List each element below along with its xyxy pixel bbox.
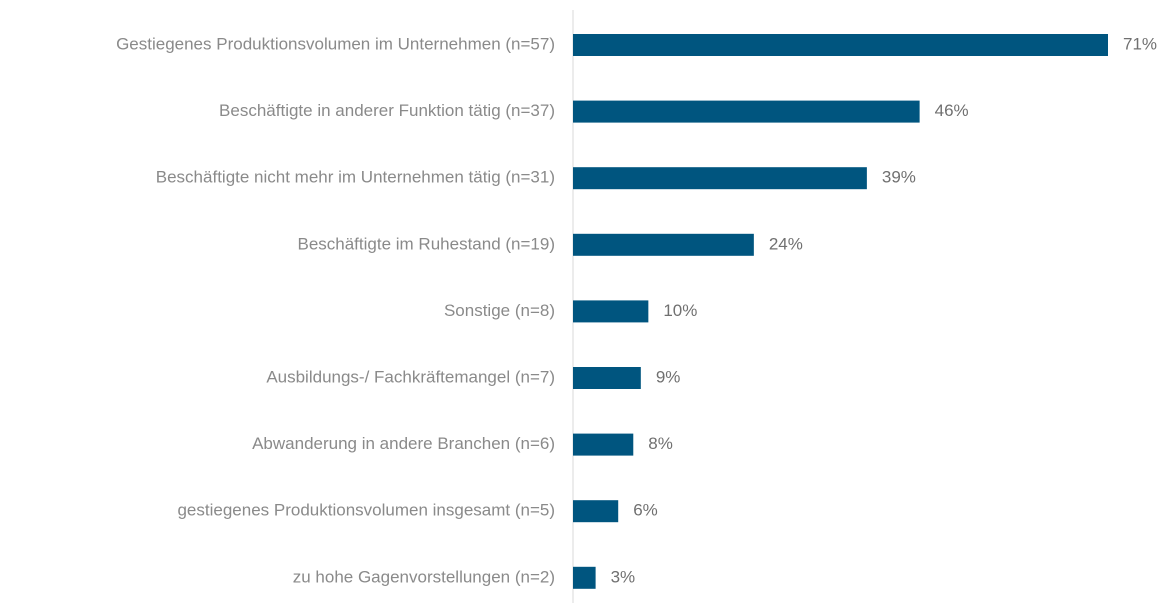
bar [573,500,619,523]
category-label: Abwanderung in andere Branchen (n=6) [252,434,555,453]
value-label: 24% [769,234,803,253]
value-label: 9% [656,367,681,386]
value-label: 71% [1123,34,1157,53]
bar [573,233,754,256]
value-label: 46% [935,101,969,120]
bar [573,100,920,123]
bar [573,367,641,389]
category-label: Ausbildungs-/ Fachkräftemangel (n=7) [266,367,555,386]
category-label: zu hohe Gagenvorstellungen (n=2) [293,567,555,586]
bar [573,566,596,589]
category-label: Beschäftigte in anderer Funktion tätig (… [219,101,555,120]
category-label: Beschäftigte nicht mehr im Unternehmen t… [156,168,555,187]
bar [573,167,867,190]
bar [573,433,634,456]
category-label: gestiegenes Produktionsvolumen insgesamt… [177,501,555,520]
value-label: 39% [882,168,916,187]
bar [573,300,649,323]
category-label: Gestiegenes Produktionsvolumen im Untern… [116,34,555,53]
value-label: 3% [611,567,636,586]
value-label: 10% [663,301,697,320]
bar [573,34,1108,56]
value-label: 6% [633,501,658,520]
value-label: 8% [648,434,673,453]
category-label: Beschäftigte im Ruhestand (n=19) [297,234,555,253]
category-label: Sonstige (n=8) [444,301,555,320]
